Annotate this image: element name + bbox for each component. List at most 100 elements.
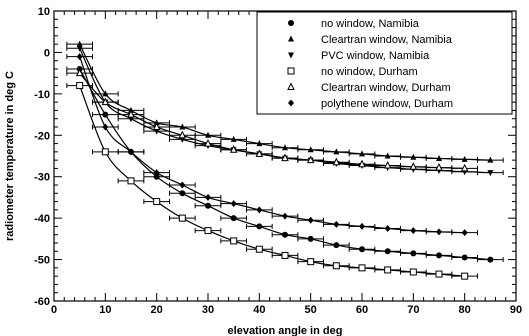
y-tick-label: 10 [38,6,50,18]
data-point [179,190,186,197]
data-point [153,169,160,177]
data-point [76,82,84,90]
data-point [359,222,365,230]
fit-curve-6 [79,56,465,234]
data-point [256,223,263,230]
data-point [384,266,392,274]
data-point [128,106,134,113]
data-point [102,111,109,118]
series-6-points [66,53,478,237]
data-point [436,228,442,236]
data-point [255,245,263,253]
y-axis-label: radiometer temperature in deg C [4,71,16,241]
data-points [66,40,504,280]
data-point [282,231,288,238]
legend-marker [287,67,295,75]
x-tick-labels: 0 10 20 30 40 50 60 70 80 90 [51,304,522,316]
x-tick-label: 80 [459,304,471,316]
y-tick-label: -20 [34,130,50,142]
x-tick-label: 0 [51,304,57,316]
series-1-points [66,66,504,263]
data-point [153,173,160,180]
x-tick-label: 30 [202,304,214,316]
series-5-points [66,68,478,172]
data-point [230,200,237,208]
data-point [409,162,418,170]
data-point [332,262,340,270]
legend-entry: Cleartran window, Namibia [321,34,453,46]
data-point [205,193,211,201]
y-tick-label: -30 [34,172,50,184]
legend-entry: no window, Namibia [321,18,420,30]
x-axis-label: elevation angle in deg [228,325,343,336]
data-point [179,181,186,189]
data-point [153,128,160,135]
y-tick-label: -10 [34,89,50,101]
data-point [230,237,238,245]
data-point [230,135,237,142]
data-point [410,250,417,257]
data-point [152,122,161,130]
data-point [153,119,160,126]
x-tick-label: 60 [356,304,368,316]
data-point [307,216,314,224]
data-point [76,53,83,61]
legend-entry: Cleartran window, Durham [321,82,451,94]
data-point [460,163,469,172]
data-point [281,251,289,259]
data-point [461,229,468,237]
data-point [127,177,135,185]
data-point [359,246,365,253]
x-tick-label: 50 [305,304,317,316]
data-point [409,268,417,276]
data-point [436,252,442,259]
legend-marker [288,35,294,42]
data-point [332,157,341,166]
x-tick-label: 90 [510,304,522,316]
data-point [307,258,315,266]
data-point [205,202,211,209]
data-point [230,215,237,222]
legend-entry: PVC window, Namibia [321,50,430,62]
data-point [102,90,109,97]
legend-marker [288,20,294,26]
fit-curve-4 [79,85,465,277]
data-point [410,227,417,235]
data-point [178,130,187,139]
data-point [179,123,186,130]
legend-marker [288,99,294,107]
data-point [75,68,84,77]
y-tick-label: -60 [34,296,50,308]
x-tick-label: 70 [407,304,419,316]
data-point [204,138,212,147]
data-point [307,146,314,153]
data-point [178,214,186,222]
legend-entry: no window, Durham [321,66,418,78]
data-point [333,242,340,249]
data-point [487,156,494,163]
y-tick-labels: -60 -50 -40 -30 -20 -10 0 10 [34,6,50,308]
data-point [179,136,186,143]
data-point [256,206,263,214]
data-point [128,148,134,156]
legend-box [256,11,513,115]
legend-marker [287,82,295,90]
legend-entry: polythene window, Durham [321,98,453,110]
data-point [358,159,366,168]
data-point [487,170,494,177]
x-tick-label: 10 [99,304,111,316]
data-point [282,212,288,220]
data-point [306,155,315,164]
data-point [461,272,469,280]
data-point [461,254,468,261]
y-tick-label: 0 [44,47,50,59]
legend: no window, Namibia Cleartran window, Nami… [256,11,513,115]
data-point [205,131,211,138]
data-point [76,45,83,52]
data-point [127,109,135,118]
data-point [384,248,391,255]
plot-frame [53,10,517,302]
series-4-points [66,82,478,280]
data-point [410,153,417,160]
data-point [256,140,263,147]
